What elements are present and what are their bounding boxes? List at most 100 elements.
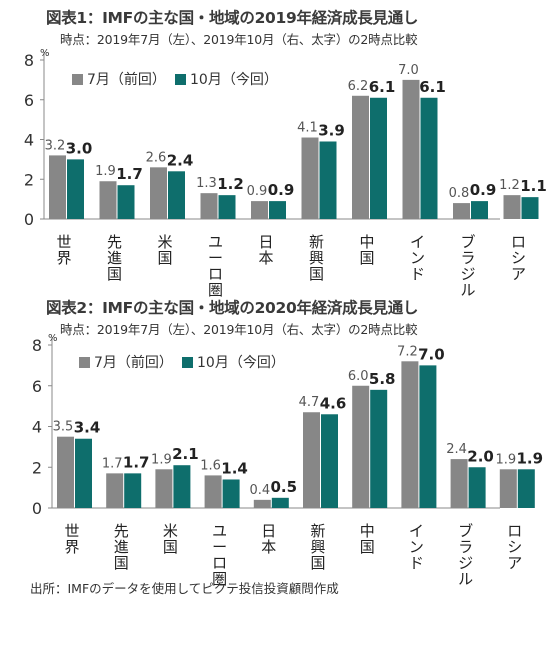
chart1-title: 図表1：IMFの主な国・地域の2019年経済成長見通し (46, 9, 419, 27)
bar-curr (321, 414, 338, 508)
bar-curr (271, 497, 289, 508)
category-label: 興 (310, 538, 325, 556)
data-label-prev: 1.9 (151, 452, 172, 467)
bar-prev (402, 79, 420, 219)
data-label-prev: 1.2 (499, 178, 520, 193)
category-label: ユ (208, 233, 223, 251)
data-label-curr: 1.9 (517, 449, 544, 467)
y-tick-label: 4 (32, 418, 42, 437)
data-label-curr: 1.2 (217, 175, 244, 193)
category-label: 本 (258, 249, 273, 267)
category-label: 中 (360, 522, 375, 540)
data-label-prev: 1.9 (495, 452, 516, 467)
bar-prev (204, 475, 222, 508)
category-label: 日 (261, 522, 276, 540)
y-tick-label: 0 (24, 210, 34, 229)
bar-curr (222, 479, 240, 508)
data-label-prev: 0.8 (449, 186, 470, 201)
legend-swatch-prev (72, 74, 83, 85)
data-label-prev: 3.5 (53, 420, 74, 435)
bar-curr (370, 389, 388, 508)
data-label-prev: 1.9 (95, 164, 116, 179)
data-label-prev: 6.0 (348, 369, 369, 384)
bar-prev (352, 95, 369, 219)
chart2-subtitle: 時点：2019年7月（左）、2019年10月（右、太字）の2時点比較 (60, 322, 418, 337)
data-label-curr: 2.4 (167, 151, 194, 169)
y-tick-label: 6 (24, 91, 34, 110)
category-label: シ (511, 249, 526, 267)
data-label-prev: 1.3 (196, 176, 217, 191)
legend-label-curr: 10月（今回） (197, 355, 285, 371)
bar-prev (401, 361, 419, 508)
category-label: ア (507, 554, 522, 572)
data-label-curr: 4.6 (320, 394, 347, 412)
category-label: ン (410, 249, 425, 267)
category-label: 先 (114, 522, 129, 540)
category-label: ユ (212, 522, 227, 540)
data-label-prev: 3.2 (45, 138, 66, 153)
chart1-subtitle: 時点：2019年7月（左）、2019年10月（右、太字）の2時点比較 (60, 32, 418, 47)
data-label-curr: 1.7 (116, 165, 143, 183)
data-label-curr: 1.4 (221, 459, 248, 477)
legend-label-prev: 7月（前回） (94, 354, 173, 371)
legend-swatch-curr (175, 74, 186, 85)
data-label-prev: 1.6 (200, 458, 221, 473)
category-label: ア (511, 265, 526, 283)
category-label: 国 (163, 538, 178, 556)
category-label: ロ (511, 233, 526, 251)
y-tick-label: 6 (32, 377, 42, 396)
bar-curr (468, 467, 486, 508)
data-label-prev: 1.7 (102, 456, 123, 471)
y-unit: % (40, 48, 50, 59)
category-label: ル (460, 281, 475, 299)
bar-curr (471, 201, 488, 219)
category-label: 国 (310, 554, 325, 572)
bar-curr (517, 469, 535, 508)
bar-prev (155, 469, 173, 508)
category-label: 国 (107, 265, 122, 283)
y-tick-label: 4 (24, 131, 34, 150)
category-label: ジ (460, 265, 475, 283)
data-label-curr: 1.7 (123, 453, 150, 471)
category-label: ラ (458, 538, 473, 556)
category-label: シ (507, 538, 522, 556)
bar-prev (503, 195, 521, 219)
data-label-curr: 2.1 (172, 445, 199, 463)
bar-prev (251, 201, 268, 219)
data-label-curr: 6.1 (369, 78, 396, 96)
category-label: ル (458, 570, 473, 588)
data-label-curr: 6.1 (419, 78, 446, 96)
data-label-prev: 2.4 (446, 442, 467, 457)
data-label-curr: 3.4 (74, 419, 101, 437)
category-label: 国 (157, 249, 172, 267)
bar-prev (301, 137, 319, 219)
bar-curr (75, 438, 92, 508)
category-label: 圏 (212, 570, 227, 588)
category-label: ラ (460, 249, 475, 267)
category-label: ン (409, 538, 424, 556)
data-label-prev: 2.6 (146, 150, 167, 165)
y-tick-label: 2 (24, 170, 34, 189)
bar-prev (352, 385, 370, 508)
y-tick-label: 8 (32, 336, 42, 355)
bar-prev (57, 436, 74, 508)
bar-prev (499, 469, 517, 508)
data-label-prev: 7.2 (397, 344, 418, 359)
bar-curr (173, 465, 191, 508)
data-label-curr: 0.9 (470, 181, 497, 199)
category-label: ド (410, 265, 425, 283)
category-label: ロ (208, 265, 223, 283)
category-label: 界 (64, 538, 79, 556)
data-label-prev: 7.0 (398, 63, 419, 78)
bar-prev (49, 155, 66, 219)
chart2-title: 図表2：IMFの主な国・地域の2020年経済成長見通し (46, 299, 419, 317)
data-label-prev: 0.9 (247, 184, 268, 199)
data-label-curr: 1.1 (520, 177, 547, 195)
category-label: 進 (107, 249, 122, 267)
source-note: 出所：IMFのデータを使用してピクテ投信投資顧問作成 (30, 581, 339, 596)
legend-swatch-curr (182, 357, 193, 368)
bar-curr (168, 171, 185, 219)
category-label: 新 (310, 522, 325, 540)
bar-prev (253, 499, 271, 508)
